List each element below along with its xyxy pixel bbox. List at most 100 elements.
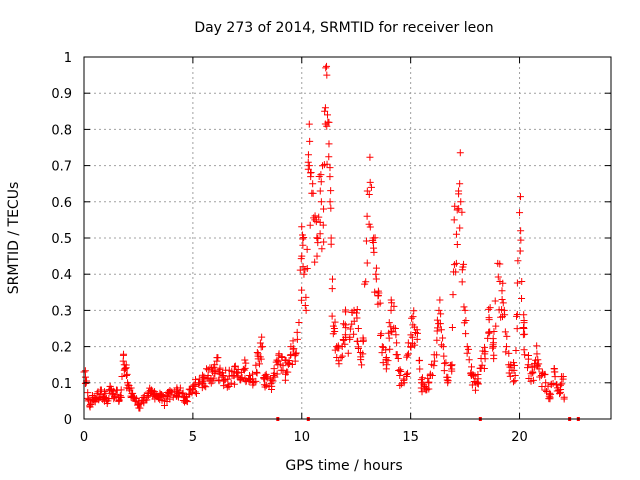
data-point	[456, 180, 464, 188]
data-point	[241, 356, 249, 364]
data-point	[305, 162, 313, 170]
data-point	[117, 394, 125, 402]
data-point	[317, 178, 325, 186]
data-point	[312, 218, 320, 226]
data-point	[390, 302, 398, 310]
data-point	[481, 348, 489, 356]
data-point	[418, 379, 426, 387]
data-point	[489, 339, 497, 347]
data-point	[318, 245, 326, 253]
y-tick-labels: 0 0.1 0.2 0.3 0.4 0.5 0.6 0.7 0.8 0.9 1	[51, 51, 72, 428]
data-point	[411, 341, 419, 349]
data-point	[433, 316, 441, 324]
data-point	[378, 349, 386, 357]
data-point	[370, 248, 378, 256]
data-point	[356, 348, 364, 356]
x-tick-label: 5	[189, 430, 197, 445]
data-point	[404, 369, 412, 377]
data-point	[320, 238, 328, 246]
data-point	[325, 140, 333, 148]
data-point	[456, 149, 464, 157]
data-points	[80, 62, 580, 421]
data-point	[103, 400, 111, 408]
data-point	[327, 204, 335, 212]
data-point	[257, 355, 265, 363]
data-point	[321, 107, 329, 115]
data-point	[408, 333, 416, 341]
data-point	[387, 306, 395, 314]
data-point	[440, 352, 448, 360]
data-point	[455, 205, 463, 213]
data-point	[328, 285, 336, 293]
gridlines	[84, 57, 611, 419]
data-point	[470, 377, 478, 385]
data-point	[436, 320, 444, 328]
data-point	[362, 237, 370, 245]
data-point	[362, 278, 370, 286]
data-point	[433, 327, 441, 335]
data-point	[387, 328, 395, 336]
data-point	[358, 361, 366, 369]
data-point	[423, 386, 431, 394]
data-point	[329, 322, 337, 330]
x-tick-label: 10	[293, 430, 310, 445]
data-point	[329, 275, 336, 283]
data-point	[363, 259, 371, 267]
data-point	[404, 339, 412, 347]
data-point	[501, 328, 509, 336]
data-point	[311, 258, 319, 266]
data-point	[505, 349, 513, 357]
data-point	[327, 234, 335, 242]
data-point	[268, 377, 276, 385]
data-point	[293, 335, 301, 343]
data-point	[143, 396, 151, 404]
data-point	[281, 376, 289, 384]
data-point	[200, 382, 208, 390]
data-point	[448, 324, 456, 332]
data-point	[275, 350, 283, 358]
data-point	[118, 373, 126, 381]
data-point	[284, 368, 292, 376]
data-point	[176, 384, 184, 392]
data-point	[216, 370, 224, 378]
data-point	[529, 369, 537, 377]
data-point	[327, 240, 335, 248]
data-point	[190, 381, 198, 389]
data-point	[323, 160, 331, 168]
data-point	[241, 364, 249, 372]
data-point	[309, 189, 317, 197]
data-point	[297, 255, 305, 263]
data-point	[139, 394, 147, 402]
data-point	[411, 323, 419, 331]
data-point	[392, 351, 400, 359]
data-point	[485, 329, 493, 337]
data-point	[341, 340, 349, 348]
data-point	[252, 361, 260, 369]
data-point	[458, 266, 466, 274]
data-point	[162, 393, 170, 401]
data-point	[490, 327, 498, 335]
data-point	[455, 190, 463, 198]
data-point	[237, 368, 245, 376]
data-point	[452, 268, 460, 276]
data-point	[323, 62, 331, 70]
data-point	[366, 223, 374, 231]
data-point	[502, 343, 510, 351]
data-point	[457, 198, 465, 206]
data-point	[192, 376, 200, 384]
data-point	[300, 270, 308, 278]
data-point	[506, 372, 514, 380]
data-point	[541, 371, 549, 379]
data-point	[440, 367, 448, 375]
data-point	[210, 363, 218, 371]
data-point	[394, 354, 402, 362]
data-point	[298, 286, 306, 294]
data-point	[465, 345, 473, 353]
data-point	[462, 330, 470, 338]
data-point	[199, 377, 207, 385]
data-point	[467, 363, 475, 371]
data-point	[403, 353, 411, 361]
data-point	[465, 356, 473, 364]
data-point	[499, 279, 507, 287]
